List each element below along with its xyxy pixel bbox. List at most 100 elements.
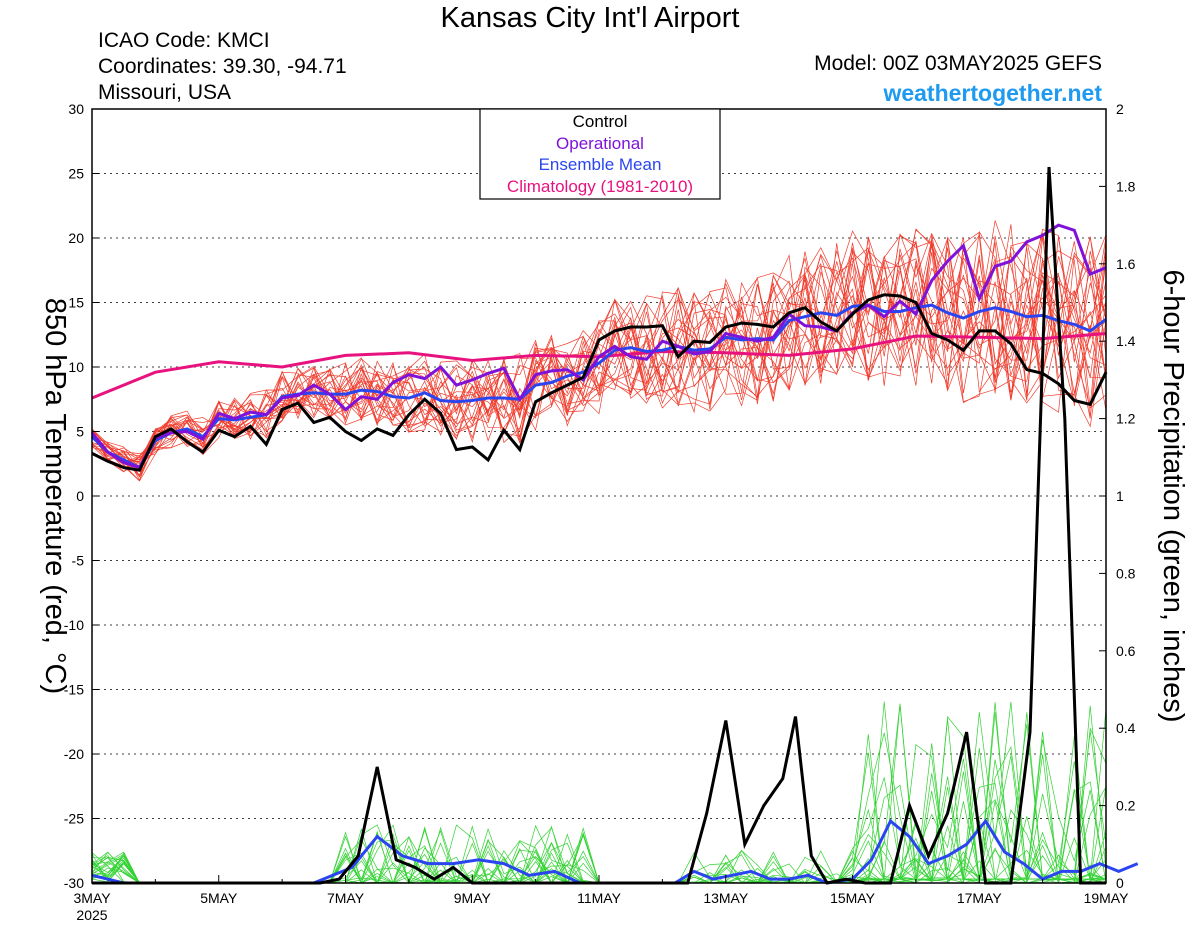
y-tick-label: 0 [76,488,84,504]
temperature-member-line [91,236,1107,476]
axes: 302520151050-5-10-15-20-25-3021.81.61.41… [64,101,1136,923]
y-tick-label: -10 [64,617,84,633]
x-tick-label: 9MAY [454,890,492,906]
icao-code: ICAO Code: KMCI [98,29,270,52]
y-tick-label: 30 [68,101,84,117]
x-tick-sublabel: 2025 [76,907,107,923]
x-tick-label: 11MAY [577,890,621,906]
precipitation-member-line [91,701,1107,884]
y2-tick-label: 1.4 [1116,333,1136,349]
temperature-member-line [91,220,1107,469]
temperature-member-line [91,235,1107,468]
y2-tick-label: 1 [1116,488,1124,504]
temperature-member-line [91,250,1107,469]
y2-tick-label: 0 [1116,875,1124,891]
temperature-member-line [91,240,1107,458]
x-tick-label: 17MAY [957,890,1003,906]
precipitation-member-line [91,755,1107,884]
precipitation-member-line [91,739,1107,884]
region: Missouri, USA [98,81,232,104]
precipitation-member-line [91,719,1107,884]
y-tick-label: -30 [64,875,84,891]
model-run: Model: 00Z 03MAY2025 GEFS [814,52,1102,75]
y-tick-label: -25 [64,811,84,827]
temperature-member-line [91,231,1107,468]
temperature-member-line [91,233,1107,473]
y-tick-label: 20 [68,230,84,246]
precipitation-member-line [91,781,1107,884]
grid-lines [92,108,1106,884]
legend-entry-operational: Operational [556,134,644,153]
x-tick-label: 15MAY [830,890,876,906]
temperature-member-line [91,240,1107,478]
precipitation-member-line [91,732,1107,884]
precipitation-member-line [91,708,1107,884]
temperature-member-line [91,228,1107,463]
precipitation-member-line [91,712,1107,884]
y2-tick-label: 1.8 [1116,178,1136,194]
precipitation-member-line [91,782,1107,884]
y-tick-label: -20 [64,746,84,762]
precipitation-members [91,701,1107,885]
temperature-member-line [91,229,1107,477]
control-line [91,293,1108,472]
temperature-member-line [91,236,1107,481]
mean-precipitation-line [91,818,1139,885]
series-lines [90,166,1139,885]
precipitation-member-line [91,712,1107,884]
legend-box [479,108,721,200]
operational-line [90,223,1107,470]
temperature-member-line [91,228,1107,464]
control-precipitation-line [92,166,1106,885]
chart-title: Kansas City Int'l Airport [440,2,740,34]
ensemble-mean-line [90,303,1107,470]
y2-tick-label: 2 [1116,101,1124,117]
x-tick-label: 13MAY [703,890,749,906]
temperature-member-line [91,237,1107,462]
x-tick-label: 19MAY [1084,890,1130,906]
coordinates: Coordinates: 39.30, -94.71 [98,55,347,78]
temperature-member-line [91,234,1107,482]
x-tick-label: 5MAY [200,890,238,906]
y2-tick-label: 0.6 [1116,643,1136,659]
y-tick-label: 25 [68,166,84,182]
precipitation-member-line [91,745,1107,884]
climatology-line [91,332,1107,400]
precipitation-member-line [91,786,1107,884]
y2-tick-label: 0.2 [1116,798,1136,814]
y2-axis-label: 6-hour Precipitation (green, inches) [1157,270,1189,723]
temperature-member-line [91,239,1107,476]
temperature-members [91,220,1107,482]
temperature-member-line [91,224,1107,454]
y-tick-label: 15 [68,295,84,311]
precipitation-member-line [91,743,1107,884]
y-axis-label: 850 hPa Temperature (red, °C) [39,298,71,694]
temperature-member-line [91,230,1107,466]
temperature-member-line [91,232,1107,459]
y2-tick-label: 0.8 [1116,565,1136,581]
precipitation-member-line [91,704,1107,884]
legend-entry-ensemble-mean: Ensemble Mean [539,155,662,174]
temperature-member-line [91,250,1107,472]
precipitation-member-line [91,734,1106,884]
site-link[interactable]: weathertogether.net [883,80,1102,106]
y2-tick-label: 0.4 [1116,720,1136,736]
legend-entry-climatology: Climatology (1981-2010) [507,177,693,196]
temperature-member-line [91,257,1107,462]
x-tick-label: 3MAY [73,890,111,906]
plot-frame [91,108,1107,884]
temperature-member-line [91,241,1107,461]
legend: Control Operational Ensemble Mean Climat… [479,108,721,200]
legend-entry-control: Control [573,112,628,131]
y2-tick-label: 1.6 [1116,256,1136,272]
y-tick-label: 5 [76,424,84,440]
temperature-member-line [91,237,1107,471]
x-tick-label: 7MAY [327,890,365,906]
precipitation-member-line [91,790,1107,885]
precipitation-member-line [91,705,1107,884]
y-tick-label: -5 [72,553,85,569]
y2-tick-label: 1.2 [1116,411,1136,427]
precipitation-member-line [91,703,1107,884]
precipitation-member-line [91,702,1107,884]
